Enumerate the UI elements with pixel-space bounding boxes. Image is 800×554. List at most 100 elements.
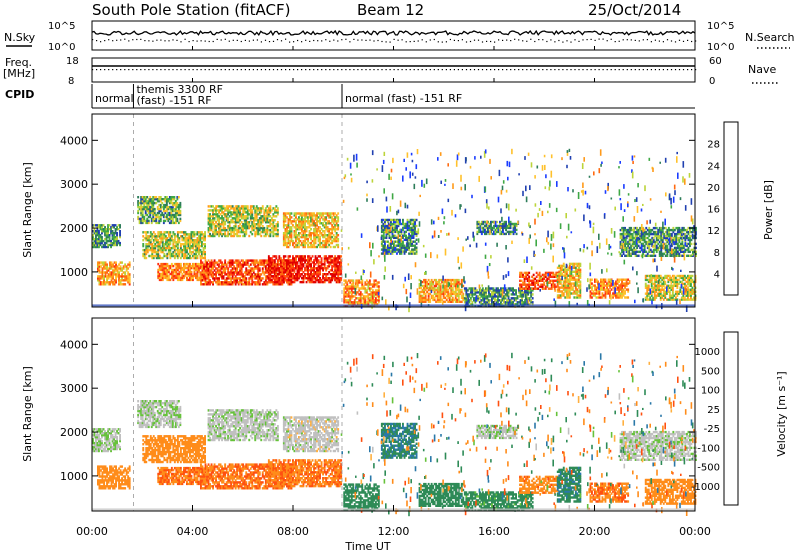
echo-cell [218,226,220,230]
echo-cell [275,273,278,276]
echo-cell [110,263,113,266]
echo-cell [233,207,236,210]
echo-cell [183,246,185,250]
echo-cell [154,243,157,246]
echo-cell [172,254,175,258]
echo-cell [287,273,290,276]
echo-cell [128,275,131,278]
echo-cell [498,289,501,292]
echo-cell [337,245,340,249]
echo-cell [110,273,113,276]
echo-cell [450,288,453,292]
echo-cell [252,269,255,272]
echo-cell [255,283,258,286]
echo-cell [245,281,248,284]
echo-cell [264,234,267,238]
echo-cell [286,259,288,262]
echo-cell [273,219,276,222]
echo-cell [127,279,130,282]
echo-cell [255,217,258,220]
echo-cell [167,200,170,203]
echo-cell [258,223,261,226]
echo-cell [317,234,320,237]
echo-cell [137,205,140,209]
echo-cell [167,264,170,268]
echo-cell [405,248,407,251]
echo-cell [352,285,355,288]
echo-cell [319,214,321,217]
echo-cell [272,271,275,274]
echo-cell [531,293,534,296]
echo-cell [432,296,435,300]
echo-cell [165,207,168,211]
echo-cell [167,205,170,209]
echo-cell [242,211,245,214]
echo-cell [304,261,306,264]
echo-cell [313,275,315,278]
echo-cell [183,262,185,266]
echo-cell [486,287,489,290]
echo-cell [224,263,227,266]
echo-cell [158,215,161,219]
echo-cell [118,271,120,274]
echo-cell [367,293,370,296]
echo-cell [308,280,311,284]
nsearch-point [666,39,669,41]
echo-cell [346,295,349,298]
echo-cell [261,259,264,262]
echo-cell [295,245,297,249]
echo-cell [504,295,507,298]
echo-cell [212,217,214,220]
echo-cell [344,301,347,304]
echo-cell [170,235,173,238]
echo-cell [465,291,468,294]
echo-cell [193,256,196,260]
echo-cell [320,257,323,260]
echo-cell [198,239,200,242]
echo-cell [158,241,161,244]
echo-cell [225,281,228,284]
echo-cell [424,292,427,296]
echo-cell [98,230,100,233]
echo-cell [499,222,501,226]
echo-cell [149,254,152,258]
echo-cell [462,294,465,298]
echo-cell [402,236,404,239]
nsearch-point [691,40,693,43]
echo-cell [286,267,288,270]
echo-cell [496,228,498,232]
echo-cell [164,196,167,199]
echo-cell [186,270,188,274]
echo-cell [95,235,97,239]
echo-cell [272,283,275,286]
echo-cell [155,201,158,205]
echo-cell [237,230,240,234]
echo-cell [251,283,254,286]
echo-cell [391,226,394,230]
echo-cell [510,293,513,296]
echo-cell [240,269,243,272]
echo-cell [195,272,197,276]
echo-cell [251,215,254,218]
echo-cell [255,211,258,214]
echo-cell [104,228,106,231]
echo-cell [298,222,300,225]
echo-cell [234,275,237,278]
echo-cell [296,275,299,278]
echo-cell [314,278,317,282]
echo-cell [148,244,151,248]
echo-cell [227,273,230,276]
echo-cell [147,205,150,209]
echo-cell [236,279,239,282]
echo-cell [418,300,421,303]
echo-cell [433,288,436,292]
echo-cell [171,221,174,225]
echo-cell [237,283,240,286]
nave-point [264,69,267,71]
echo-cell [340,278,343,282]
echo-cell [304,216,306,219]
echo-cell [155,237,158,240]
echo-cell [176,196,179,199]
echo-cell [290,237,293,241]
echo-cell [505,228,507,232]
